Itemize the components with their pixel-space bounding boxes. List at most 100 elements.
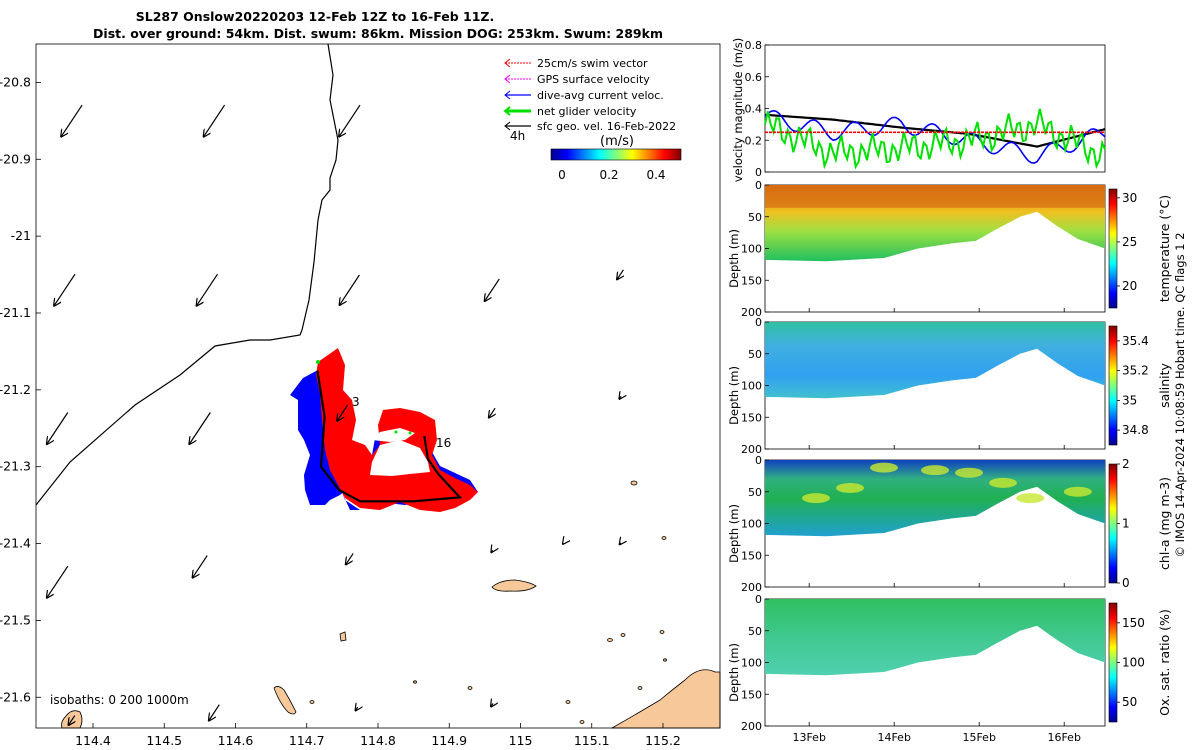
section-temperature: 0 50 100 150 200 Depth (m) 20 25 30 temperature (…: [727, 179, 1172, 319]
isobaths-label: isobaths: 0 200 1000m: [50, 693, 189, 707]
section-ytick-1: 50: [748, 486, 762, 499]
section-data-area: [765, 322, 1105, 399]
geo-vector-5: [340, 274, 360, 305]
geo-vector-0: [61, 104, 83, 137]
chla-patch-1: [921, 465, 949, 476]
colorbar-tick-2: 30: [1122, 191, 1137, 205]
legend-label-net: net glider velocity: [537, 105, 637, 118]
map-xtick-5: 114.9: [431, 733, 467, 748]
colorbar-tick-0: 34.8: [1122, 423, 1149, 437]
map-xtick-1: 114.5: [146, 733, 182, 748]
geo-vector-7: [617, 269, 623, 280]
section-ytick-3: 150: [741, 688, 762, 701]
section-ytick-4: 200: [741, 443, 762, 456]
colorbar-tick-1: 35: [1122, 393, 1137, 407]
section-ytick-4: 200: [741, 306, 762, 319]
chla-patch-0: [870, 462, 898, 473]
colorbar-tick-2: 2: [1122, 457, 1130, 471]
section-colorbar: [1108, 602, 1118, 723]
colorbar-tick-2: 150: [1122, 616, 1145, 630]
section-ylabel: Depth (m): [727, 643, 741, 702]
geo-velocity-vectors: [47, 104, 624, 725]
geo-vector-18: [69, 715, 75, 725]
section-ytick-3: 150: [741, 549, 762, 562]
map-legend: 25cm/s swim vector GPS surface velocity …: [503, 57, 676, 143]
colorbar-label: chl-a (mg m-3): [1157, 477, 1172, 570]
credit-text: © IMOS 14-Apr-2024 10:08:59 Hobart time.…: [1173, 232, 1187, 557]
section-ytick-4: 200: [741, 581, 762, 594]
geo-vector-2: [339, 104, 361, 137]
map-colorbar: (m/s) 0 0.2 0.4: [550, 134, 682, 182]
map-ytick-4: -21.2: [0, 382, 31, 397]
geo-vector-14: [193, 555, 208, 578]
colorbar-tick-0: 50: [1122, 695, 1137, 709]
legend-label-geo: sfc geo. vel. 16-Feb-2022: [537, 120, 676, 133]
section-ytick-2: 100: [741, 657, 762, 670]
geo-vector-21: [491, 703, 493, 706]
geo-vector-16: [491, 550, 492, 552]
section-ytick-2: 100: [741, 380, 762, 393]
chla-patch-3: [989, 477, 1017, 488]
legend-item-current: dive-avg current veloc.: [504, 89, 664, 102]
map-xtick-0: 114.4: [75, 733, 111, 748]
section-chla: 0 50 100 150 200 Depth (m) 0 1 2 chl-a (mg m-3): [727, 454, 1172, 594]
map-ytick-7: -21.5: [0, 612, 31, 627]
section-ylabel: Depth (m): [727, 229, 741, 288]
section-ytick-1: 50: [748, 211, 762, 224]
section-ytick-4: 200: [741, 720, 762, 733]
velocity-ytick-4: 0.8: [745, 39, 763, 52]
map-panel: 3 16 isobaths: 0 200 1000m 25cm/s swim v…: [0, 43, 721, 748]
coastline: [35, 43, 339, 506]
colorbar-tick-0: 0: [1122, 576, 1130, 590]
map-xtick-2: 114.6: [218, 733, 254, 748]
geo-vector-15: [346, 553, 354, 564]
section-ytick-1: 50: [748, 348, 762, 361]
colorbar-label: salinity: [1157, 362, 1172, 407]
date-tick-3: 16Feb: [1047, 731, 1080, 744]
section-ytick-0: 0: [755, 179, 762, 192]
section-data-area: [765, 599, 1105, 676]
legend-time-label: 4h: [510, 129, 525, 143]
section-salinity: 0 50 100 150 200 Depth (m) 34.8 35 35.2 35.4 salin…: [727, 316, 1172, 456]
geo-vector-17: [620, 543, 621, 545]
section-data-area: [765, 460, 1105, 537]
colorbar-label: Ox. sat. ratio (%): [1157, 609, 1172, 716]
map-ytick-6: -21.4: [0, 536, 31, 551]
map-title-line1: SL287 Onslow20220203 12-Feb 12Z to 16-Fe…: [136, 9, 494, 24]
section-ytick-0: 0: [755, 454, 762, 467]
track-label-3: 3: [352, 395, 360, 409]
map-colorbar-label: (m/s): [600, 134, 634, 149]
velocity-ytick-3: 0.6: [745, 71, 763, 84]
map-ytick-3: -21.1: [0, 305, 31, 320]
map-ytick-2: -21: [11, 228, 31, 243]
geo-vector-3: [54, 273, 76, 306]
section-ylabel: Depth (m): [727, 504, 741, 563]
chla-patch-7: [836, 482, 864, 493]
section-ytick-2: 100: [741, 243, 762, 256]
velocity-series-1: [764, 109, 1106, 164]
islands: [61, 480, 721, 729]
map-xtick-8: 115.2: [645, 733, 681, 748]
geo-vector-6: [485, 278, 500, 301]
map-axis-labels: 114.4 114.5 114.6 114.7 114.8 114.9 115 115.1 11…: [0, 74, 681, 748]
legend-label-swim: 25cm/s swim vector: [537, 57, 648, 70]
section-ytick-3: 150: [741, 274, 762, 287]
net-glider-velocity-marks: [316, 360, 412, 435]
section-oxygen: 0 50 100 150 200 Depth (m) 50 100 150 Ox. sat. ra…: [727, 593, 1172, 733]
geo-vector-20: [356, 707, 358, 710]
velocity-ytick-0: 0: [755, 166, 762, 179]
map-ytick-1: -20.9: [0, 151, 31, 166]
geo-vector-19: [209, 704, 220, 721]
section-colorbar: [1108, 325, 1118, 446]
section-colorbar: [1108, 463, 1118, 584]
date-tick-2: 15Feb: [962, 731, 995, 744]
colorbar-tick-1: 100: [1122, 656, 1145, 670]
colorbar-tick-3: 35.4: [1122, 334, 1149, 348]
colorbar-tick-2: 35.2: [1122, 364, 1149, 378]
colorbar-tick-1: 1: [1122, 517, 1130, 531]
map-ytick-8: -21.6: [0, 689, 31, 704]
map-colorbar-tick-0: 0: [558, 168, 566, 182]
colorbar-tick-1: 25: [1122, 235, 1137, 249]
map-xtick-3: 114.7: [289, 733, 325, 748]
